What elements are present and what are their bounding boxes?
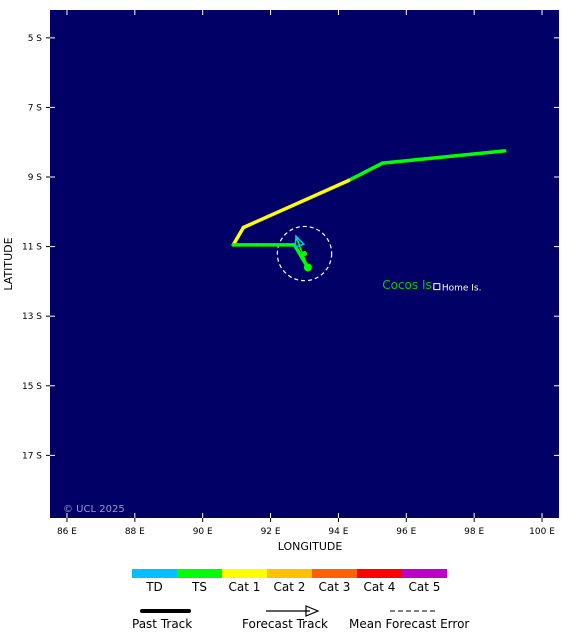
legend-swatch — [402, 569, 447, 578]
legend-swatch — [222, 569, 267, 578]
legend: TD TS Cat 1 Cat 2 Cat 3 Cat 4 Cat 5 Past Track F… — [132, 569, 469, 631]
town-marker-icon — [433, 283, 441, 291]
x-axis-label: LONGITUDE — [278, 540, 343, 553]
lat-tick-label: 7 S — [28, 103, 43, 113]
lon-tick-label: 100 E — [529, 527, 555, 537]
lon-tick-label: 90 E — [193, 527, 213, 537]
legend-line-key-label: Mean Forecast Error — [349, 617, 469, 631]
legend-category-label: Cat 4 — [364, 580, 396, 594]
lat-tick-label: 13 S — [22, 312, 42, 322]
forecast-point — [302, 251, 307, 257]
town-label: Home Is. — [442, 284, 482, 294]
legend-swatch — [177, 569, 222, 578]
forecast-track-segment — [295, 235, 302, 251]
island-group-label: Cocos Is. — [382, 278, 435, 292]
place-labels: Cocos Is. Home Is. — [382, 278, 481, 294]
copyright-text: © UCL 2025 — [63, 504, 125, 515]
lon-tick-label: 96 E — [396, 527, 416, 537]
past-track-segment — [380, 149, 507, 165]
lon-tick-label: 98 E — [464, 527, 484, 537]
lat-tick-label: 5 S — [28, 34, 43, 44]
lat-tick-label: 17 S — [22, 451, 42, 461]
lon-tick-label: 86 E — [57, 527, 77, 537]
legend-line-key-label: Forecast Track — [242, 617, 328, 631]
lon-tick-label: 94 E — [328, 527, 348, 537]
past-track-segment — [346, 161, 385, 183]
legend-category-label: TS — [191, 580, 207, 594]
storm-tracks — [231, 149, 507, 282]
past-track-segment — [241, 178, 351, 230]
legend-category-label: Cat 2 — [274, 580, 306, 594]
lat-tick-label: 9 S — [28, 173, 43, 183]
past-track-segment — [231, 225, 246, 247]
legend-swatch — [312, 569, 357, 578]
forecast-error-circle — [276, 225, 333, 282]
lat-tick-label: 11 S — [22, 243, 42, 253]
legend-category-label: TD — [145, 580, 163, 594]
forecast-arrow-head — [294, 234, 306, 249]
arrow-head-icon — [305, 605, 320, 617]
y-axis-label: LATITUDE — [2, 237, 15, 290]
legend-swatch — [357, 569, 402, 578]
legend-swatch — [267, 569, 312, 578]
lon-tick-label: 92 E — [261, 527, 281, 537]
legend-line-key-label: Past Track — [132, 617, 192, 631]
legend-category-label: Cat 5 — [409, 580, 441, 594]
lat-tick-label: 15 S — [22, 382, 42, 392]
legend-swatch — [132, 569, 177, 578]
current-position-marker — [303, 263, 312, 272]
axis-ticks: 86 E 88 E 90 E 92 E 94 E 96 E 98 E 100 E 5 S 7 S 9… — [22, 10, 559, 537]
legend-category-label: Cat 1 — [229, 580, 261, 594]
legend-category-label: Cat 3 — [319, 580, 351, 594]
lon-tick-label: 88 E — [125, 527, 145, 537]
